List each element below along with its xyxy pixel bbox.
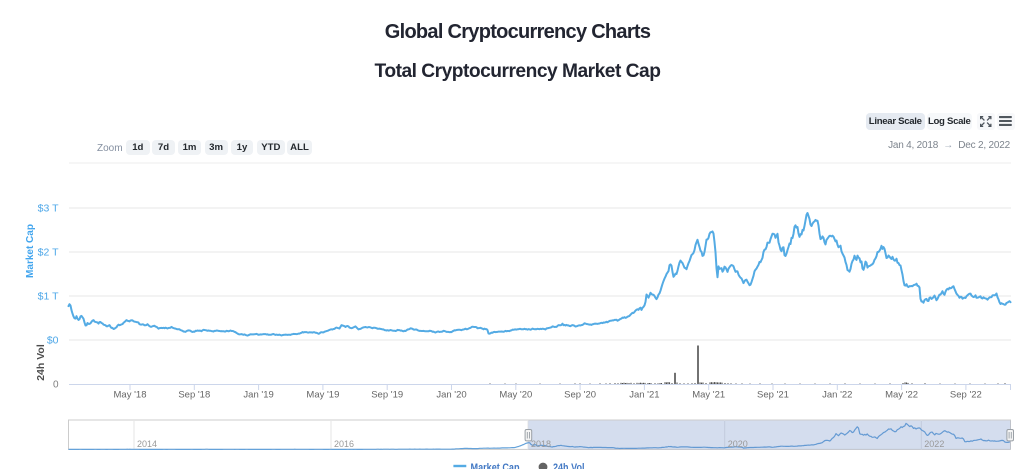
svg-text:Jan '19: Jan '19 [243,390,273,401]
svg-text:$2 T: $2 T [38,247,59,259]
svg-text:24h Vol: 24h Vol [553,462,585,469]
svg-text:Sep '18: Sep '18 [178,390,210,401]
svg-text:Jan '22: Jan '22 [822,390,852,401]
svg-text:Market Cap: Market Cap [471,462,520,469]
svg-text:Market Cap: Market Cap [25,224,36,278]
svg-text:May '21: May '21 [692,390,725,401]
svg-text:Sep '19: Sep '19 [371,390,403,401]
svg-text:May '19: May '19 [306,390,339,401]
svg-text:Sep '21: Sep '21 [757,390,789,401]
svg-text:2014: 2014 [137,439,157,449]
svg-text:Sep '20: Sep '20 [564,390,596,401]
svg-text:Sep '22: Sep '22 [950,390,982,401]
svg-text:2022: 2022 [924,439,944,449]
svg-text:May '22: May '22 [885,390,918,401]
svg-text:2016: 2016 [334,439,354,449]
svg-text:0: 0 [53,380,59,391]
svg-text:$3 T: $3 T [38,203,59,215]
svg-text:Jan '21: Jan '21 [629,390,659,401]
svg-text:2018: 2018 [531,439,551,449]
svg-text:$1 T: $1 T [38,291,59,303]
svg-text:2020: 2020 [728,439,748,449]
svg-text:May '20: May '20 [499,390,532,401]
svg-text:Jan '20: Jan '20 [436,390,466,401]
svg-text:$0: $0 [47,335,59,347]
svg-text:May '18: May '18 [114,390,147,401]
svg-text:24h Vol: 24h Vol [35,344,47,381]
